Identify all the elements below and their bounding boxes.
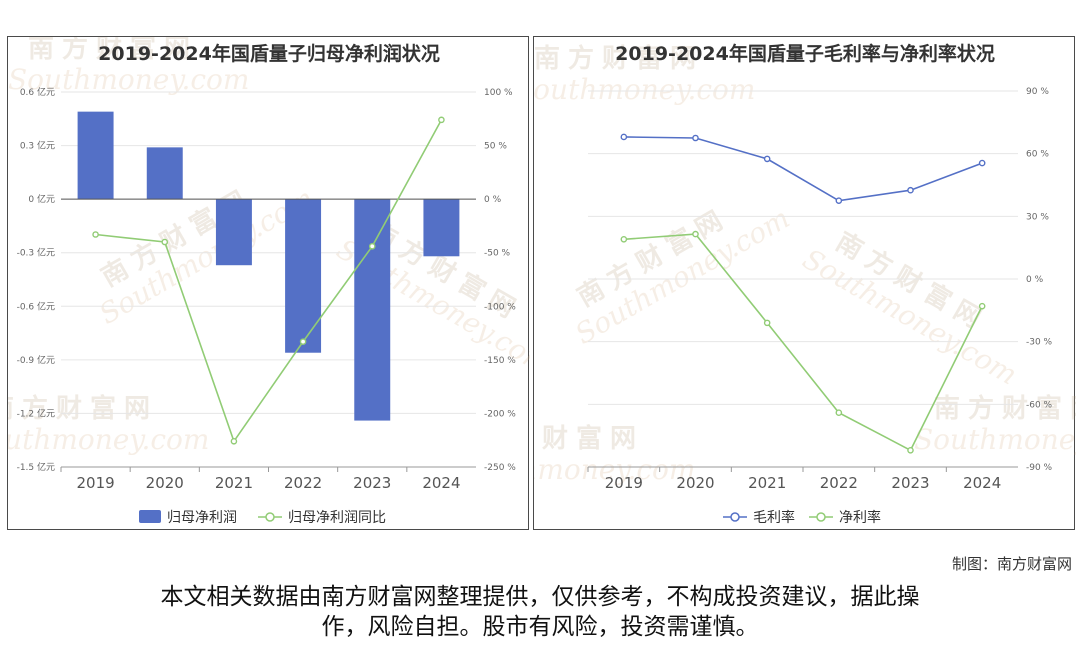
line-point — [620, 133, 628, 141]
line-point — [835, 197, 843, 204]
legend-label: 净利率 — [839, 509, 881, 526]
chart-title: 2019-2024年国盾量子归母净利润状况 — [98, 42, 440, 65]
x-tick-label: 2019 — [605, 474, 643, 492]
watermark-cn: 南方财富网 — [8, 393, 158, 424]
y-right-tick-label: -90 % — [1026, 463, 1053, 473]
line-point — [92, 231, 99, 238]
x-tick-label: 2021 — [748, 474, 786, 492]
x-tick-label: 2024 — [422, 474, 460, 492]
legend-swatch-bar — [139, 510, 161, 523]
bar — [423, 199, 460, 257]
y-right-tick-label: 90 % — [1026, 87, 1049, 97]
y-right-tick-label: -200 % — [484, 409, 516, 419]
disclaimer: 本文相关数据由南方财富网整理提供，仅供参考，不构成投资建议，据此操 作，风险自担… — [0, 582, 1080, 642]
y-right-tick-label: 0 % — [1026, 275, 1044, 285]
x-tick-label: 2020 — [676, 474, 714, 492]
y-right-tick-label: -250 % — [484, 463, 516, 473]
watermark-cn: 南方财富网 — [28, 37, 198, 64]
line-point — [299, 338, 307, 345]
watermark-en: Southmoney.com — [8, 423, 209, 456]
watermark-cn: 南方财富网 — [934, 393, 1076, 424]
disclaimer-line-2: 作，风险自担。股市有风险，投资需谨慎。 — [321, 614, 759, 640]
x-tick-label: 2023 — [891, 474, 929, 492]
line-point — [907, 446, 914, 454]
watermark-en: Southmoney.com — [8, 63, 249, 96]
line-point — [835, 409, 843, 416]
series-line-net-margin — [623, 233, 983, 452]
y-left-tick-label: -0.9 亿元 — [17, 354, 55, 366]
bar — [215, 199, 252, 266]
y-right-tick-label: -30 % — [1026, 338, 1053, 348]
x-tick-label: 2019 — [76, 474, 114, 492]
disclaimer-line-1: 本文相关数据由南方财富网整理提供，仅供参考，不构成投资建议，据此操 — [160, 584, 920, 610]
legend-swatch-marker — [730, 512, 740, 522]
line-point — [907, 186, 914, 194]
x-tick-label: 2022 — [820, 474, 858, 492]
y-left-tick-label: -1.2 亿元 — [17, 407, 55, 419]
y-right-tick-label: 60 % — [1026, 150, 1049, 160]
line-point — [161, 238, 169, 246]
line-point — [368, 242, 376, 250]
line-point — [763, 319, 771, 327]
y-left-tick-label: -0.6 亿元 — [17, 300, 55, 312]
x-tick-label: 2022 — [284, 474, 322, 492]
y-right-tick-label: -50 % — [484, 249, 511, 259]
line-point — [978, 302, 986, 310]
y-right-tick-label: 50 % — [484, 142, 507, 152]
y-right-tick-label: 100 % — [484, 88, 513, 98]
x-tick-label: 2024 — [963, 474, 1001, 492]
y-left-tick-label: 0.6 亿元 — [20, 86, 55, 98]
watermark-en: Southmoney.com — [534, 453, 695, 486]
legend-label: 归母净利润同比 — [288, 509, 386, 526]
line-point — [230, 437, 238, 445]
watermark-cn: 南方财富网 — [534, 43, 704, 74]
bar — [354, 199, 391, 421]
line-point — [978, 159, 986, 167]
watermark-cn: 南方财富网 — [534, 423, 644, 454]
x-tick-label: 2023 — [353, 474, 391, 492]
y-left-tick-label: -0.3 亿元 — [17, 247, 55, 259]
line-point — [763, 155, 771, 163]
y-right-tick-label: 0 % — [484, 195, 502, 205]
y-left-tick-label: -1.5 亿元 — [17, 461, 55, 473]
chart-title: 2019-2024年国盾量子毛利率与净利率状况 — [615, 42, 995, 65]
bar — [285, 199, 322, 353]
chart-panel-net-profit: 南方财富网 Southmoney.com 南方财富网 Southmoney.com 南方… — [7, 36, 530, 530]
y-left-tick-label: 0.3 亿元 — [20, 140, 55, 152]
x-tick-label: 2021 — [215, 474, 253, 492]
y-right-tick-label: -60 % — [1026, 400, 1053, 410]
series-line-gross-margin — [623, 136, 983, 202]
chart-credit: 制图：南方财富网 — [951, 555, 1072, 573]
legend-swatch-marker — [265, 512, 275, 522]
line-point — [692, 230, 699, 238]
y-left-tick-label: 0 亿元 — [28, 193, 55, 205]
chart-panel-margins: 南方财富网 Southmoney.com 南方财富网 Southmoney.com 南方… — [533, 36, 1076, 530]
line-point — [438, 116, 445, 124]
watermark-en: Southmoney.com — [534, 73, 755, 106]
series-line-yoy — [95, 119, 443, 444]
legend-label: 归母净利润 — [167, 509, 237, 526]
bar — [146, 147, 183, 200]
line-point — [692, 134, 699, 142]
legend-swatch-marker — [816, 512, 826, 522]
y-right-tick-label: -150 % — [484, 356, 516, 366]
watermark-en: Southmoney.com — [914, 423, 1076, 456]
line-point — [620, 236, 628, 243]
x-tick-label: 2020 — [146, 474, 184, 492]
y-right-tick-label: 30 % — [1026, 212, 1049, 222]
y-right-tick-label: -100 % — [484, 302, 516, 312]
legend-label: 毛利率 — [753, 509, 795, 526]
bar — [77, 111, 114, 200]
